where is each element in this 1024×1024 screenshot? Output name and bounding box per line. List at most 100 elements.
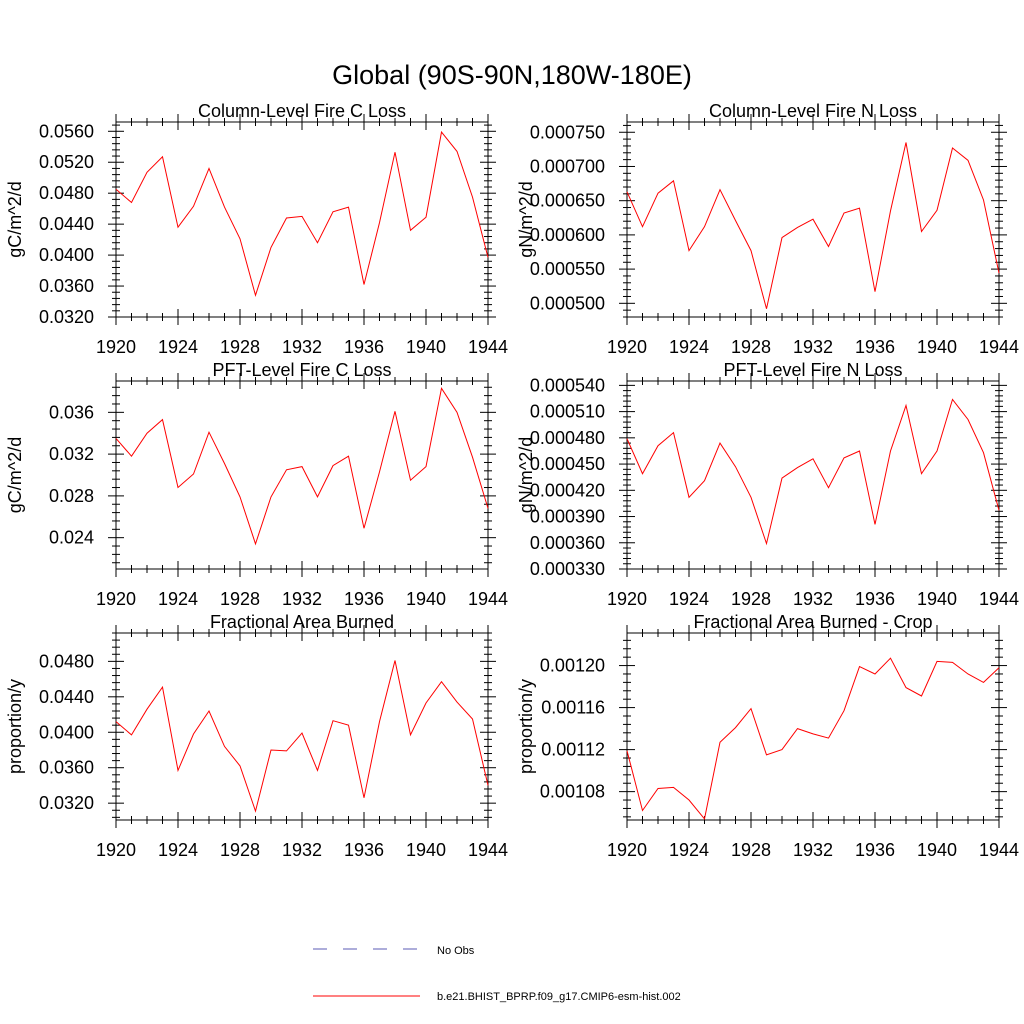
x-tick-label: 1932	[282, 840, 322, 860]
y-tick-label: 0.000540	[530, 375, 605, 395]
x-tick-label: 1920	[96, 840, 136, 860]
x-tick-label: 1920	[607, 840, 647, 860]
y-axis-label: gC/m^2/d	[5, 181, 25, 257]
x-tick-label: 1932	[793, 840, 833, 860]
y-tick-label: 0.0320	[39, 793, 94, 813]
y-axis-label: gN/m^2/d	[516, 181, 536, 257]
x-tick-label: 1924	[669, 589, 709, 609]
panel-title: Fractional Area Burned - Crop	[693, 612, 932, 632]
chart-panel-4: PFT-Level Fire N Loss gN/m^2/d 1920 1924 192…	[516, 360, 1019, 609]
panel-title: Column-Level Fire N Loss	[709, 101, 917, 121]
y-tick-label: 0.0440	[39, 214, 94, 234]
x-tick-label: 1932	[282, 337, 322, 357]
y-tick-label: 0.000550	[530, 259, 605, 279]
y-axis-label: proportion/y	[516, 679, 536, 774]
y-tick-label: 0.0320	[39, 307, 94, 327]
plot-frame	[115, 380, 489, 570]
x-tick-label: 1944	[979, 589, 1019, 609]
y-tick-label: 0.000650	[530, 191, 605, 211]
x-tick-label: 1920	[96, 337, 136, 357]
y-tick-label: 0.0560	[39, 121, 94, 141]
chart-panel-1: Column-Level Fire C Loss gC/m^2/d 1920 1924…	[5, 101, 508, 357]
x-tick-label: 1944	[468, 337, 508, 357]
y-tick-label: 0.0480	[39, 651, 94, 671]
x-tick-label: 1928	[220, 840, 260, 860]
x-tick-label: 1928	[220, 589, 260, 609]
y-tick-label: 0.00116	[541, 698, 605, 718]
x-tick-label: 1932	[793, 337, 833, 357]
plot-frame	[115, 121, 489, 318]
y-tick-label: 0.0360	[39, 758, 94, 778]
y-tick-label: 0.0480	[39, 183, 94, 203]
x-tick-label: 1936	[344, 337, 384, 357]
x-tick-label: 1940	[917, 589, 957, 609]
y-tick-label: 0.000480	[530, 428, 605, 448]
x-tick-label: 1940	[406, 589, 446, 609]
x-tick-label: 1940	[917, 840, 957, 860]
series-line	[626, 657, 1000, 821]
x-tick-label: 1928	[731, 840, 771, 860]
y-tick-label: 0.0440	[39, 687, 94, 707]
panel-title: Column-Level Fire C Loss	[198, 101, 406, 121]
chart-panel-2: Column-Level Fire N Loss gN/m^2/d 1920 1924…	[516, 101, 1019, 357]
legend-label-no-obs: No Obs	[437, 945, 475, 957]
x-tick-label: 1936	[855, 589, 895, 609]
x-tick-label: 1924	[669, 840, 709, 860]
x-tick-label: 1940	[917, 337, 957, 357]
legend: No Obs b.e21.BHIST_BPRP.f09_g17.CMIP6-es…	[313, 945, 681, 1003]
plot-frame	[626, 380, 1000, 570]
x-tick-label: 1920	[96, 589, 136, 609]
x-tick-label: 1928	[731, 337, 771, 357]
x-tick-label: 1944	[468, 589, 508, 609]
y-tick-label: 0.024	[49, 528, 94, 548]
x-tick-label: 1928	[731, 589, 771, 609]
y-tick-label: 0.000450	[530, 454, 605, 474]
x-tick-label: 1928	[220, 337, 260, 357]
plot-frame	[626, 632, 1000, 821]
x-tick-label: 1940	[406, 337, 446, 357]
panels: Column-Level Fire C Loss gC/m^2/d 1920 1924…	[5, 101, 1019, 860]
y-tick-label: 0.0520	[39, 152, 94, 172]
figure-title: Global (90S-90N,180W-180E)	[332, 60, 692, 90]
y-tick-label: 0.0360	[39, 276, 94, 296]
y-tick-label: 0.028	[49, 486, 94, 506]
x-tick-label: 1920	[607, 589, 647, 609]
plot-frame	[115, 632, 489, 821]
x-tick-label: 1932	[793, 589, 833, 609]
series-line	[115, 660, 489, 813]
x-tick-label: 1924	[669, 337, 709, 357]
y-tick-label: 0.0400	[39, 245, 94, 265]
chart-panel-5: Fractional Area Burned proportion/y 1920 19…	[5, 612, 508, 860]
x-tick-label: 1944	[979, 337, 1019, 357]
x-tick-label: 1920	[607, 337, 647, 357]
x-tick-label: 1924	[158, 840, 198, 860]
y-tick-label: 0.032	[49, 444, 94, 464]
panel-title: PFT-Level Fire N Loss	[723, 360, 902, 380]
series-line	[626, 398, 1000, 546]
x-tick-label: 1936	[855, 840, 895, 860]
chart-panel-6: Fractional Area Burned - Crop proportion/…	[516, 612, 1019, 860]
y-tick-label: 0.000510	[530, 402, 605, 422]
chart-panel-3: PFT-Level Fire C Loss gC/m^2/d 1920 1924 192…	[5, 360, 508, 609]
y-tick-label: 0.000330	[530, 559, 605, 579]
y-tick-label: 0.000700	[530, 156, 605, 176]
y-tick-label: 0.00108	[540, 782, 605, 802]
y-tick-label: 0.00112	[541, 740, 605, 760]
y-tick-label: 0.000600	[530, 225, 605, 245]
y-axis-label: gC/m^2/d	[5, 437, 25, 513]
series-line	[115, 130, 489, 298]
y-tick-label: 0.000500	[530, 293, 605, 313]
x-tick-label: 1940	[406, 840, 446, 860]
y-tick-label: 0.036	[49, 402, 94, 422]
x-tick-label: 1936	[855, 337, 895, 357]
y-tick-label: 0.00120	[540, 656, 605, 676]
series-line	[115, 386, 489, 546]
panel-title: PFT-Level Fire C Loss	[212, 360, 391, 380]
legend-label-model: b.e21.BHIST_BPRP.f09_g17.CMIP6-esm-hist.…	[437, 991, 681, 1003]
x-tick-label: 1936	[344, 589, 384, 609]
y-tick-label: 0.0400	[39, 722, 94, 742]
series-line	[626, 142, 1000, 309]
panel-title: Fractional Area Burned	[210, 612, 394, 632]
y-tick-label: 0.000360	[530, 533, 605, 553]
